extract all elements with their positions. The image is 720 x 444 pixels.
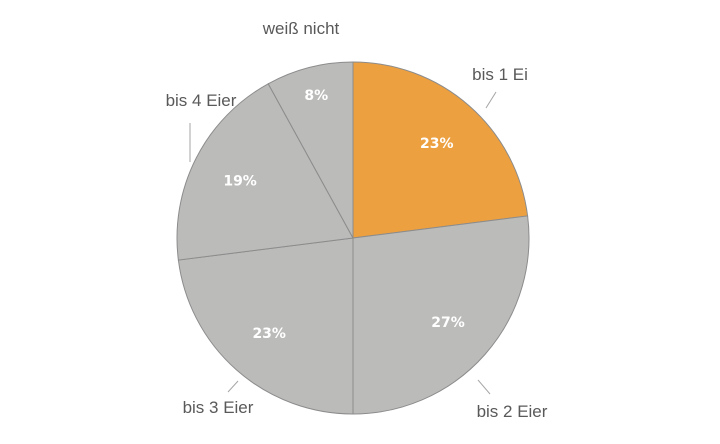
category-label-4: bis 4 Eier [166,91,237,110]
category-label-2: bis 2 Eier [477,402,548,421]
category-label-3: bis 3 Eier [183,398,254,417]
leader-line-1 [485,91,497,109]
pie-slice-1 [352,61,529,239]
category-label-5: weiß nicht [262,19,340,38]
pie-slice-2 [352,215,530,415]
slice-value-label-4: 19% [223,173,257,189]
pie-slice-5 [267,61,354,239]
category-label-1: bis 1 Ei [472,65,528,84]
slice-value-label-1: 23% [420,136,454,152]
pie-slice-3 [177,237,354,415]
leader-line-3 [227,380,239,393]
slice-value-label-2: 27% [431,315,465,331]
slice-value-label-5: 8% [304,88,328,104]
leader-line-2 [477,379,491,395]
slice-value-label-3: 23% [252,326,286,342]
pie-slice-4 [176,83,354,261]
